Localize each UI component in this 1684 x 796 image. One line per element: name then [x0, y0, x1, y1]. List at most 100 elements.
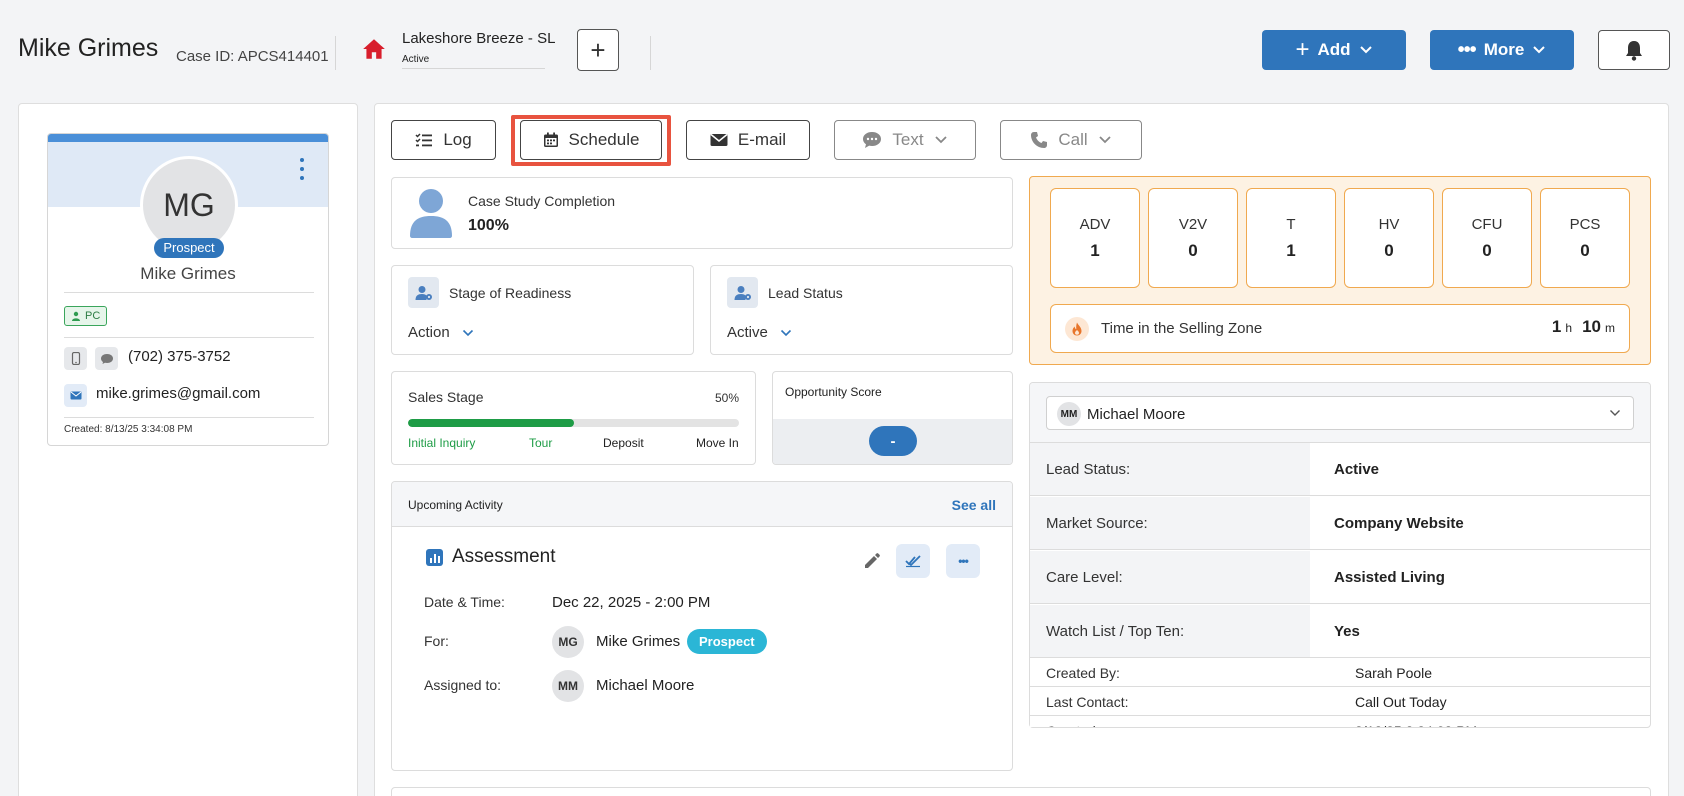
detail-row-lead-status: Lead Status: Active [1030, 443, 1650, 496]
prospect-badge: Prospect [140, 238, 238, 258]
stat-adv[interactable]: ADV 1 [1050, 188, 1140, 288]
chevron-down-icon [780, 329, 791, 336]
stat-label: HV [1378, 216, 1400, 233]
notifications-button[interactable] [1598, 30, 1670, 70]
person-settings-icon [727, 277, 758, 308]
assigned-to-label: Assigned to: [424, 677, 502, 693]
assigned-name[interactable]: Michael Moore [596, 677, 695, 694]
see-all-link[interactable]: See all [951, 497, 996, 513]
opportunity-score-value[interactable]: - [869, 426, 917, 456]
detail-key: Market Source: [1030, 497, 1310, 549]
assignee-select[interactable]: MM Michael Moore [1046, 396, 1634, 430]
upcoming-activity-title: Upcoming Activity [408, 498, 503, 512]
stat-value: 0 [1580, 241, 1590, 260]
text-button[interactable]: Text [834, 120, 976, 160]
detail-row-last-contact: Last Contact: Call Out Today [1030, 688, 1650, 716]
complete-activity-button[interactable] [896, 544, 930, 578]
call-button[interactable]: Call [1000, 120, 1142, 160]
case-id: Case ID: APCS414401 [176, 48, 329, 65]
schedule-label: Schedule [568, 130, 640, 149]
stat-pcs[interactable]: PCS 0 [1540, 188, 1630, 288]
stat-cfu[interactable]: CFU 0 [1442, 188, 1532, 288]
case-study-label: Case Study Completion [468, 193, 616, 209]
stat-label: V2V [1178, 216, 1208, 233]
divider [335, 36, 336, 70]
created-date: Created: 8/13/25 3:34:08 PM [64, 424, 193, 435]
profile-card: MG Prospect Mike Grimes PC (702) 375-375… [47, 133, 329, 446]
email-button[interactable]: E-mail [686, 120, 810, 160]
add-community-button[interactable]: + [577, 29, 619, 71]
call-label: Call [1058, 130, 1088, 149]
pc-tag[interactable]: PC [64, 306, 108, 326]
schedule-button[interactable]: Schedule [520, 120, 662, 160]
detail-value: Yes [1334, 622, 1360, 640]
selling-zone-time: 1 h 10 m [1552, 317, 1615, 337]
calendar-icon [543, 132, 558, 147]
sales-stage-card: Sales Stage 50% Initial Inquiry Tour Dep… [391, 371, 756, 465]
lead-status-select[interactable]: Active [727, 324, 792, 341]
detail-row-care-level: Care Level: Assisted Living [1030, 551, 1650, 604]
detail-value: Sarah Poole [1355, 664, 1433, 681]
detail-row-created-by: Created By: Sarah Poole [1030, 659, 1650, 687]
pencil-icon[interactable] [863, 552, 881, 570]
avatar: MM [1057, 402, 1081, 426]
log-button[interactable]: Log [391, 120, 496, 160]
ellipsis-icon: ••• [1457, 39, 1477, 61]
selling-zone-bar: Time in the Selling Zone 1 h 10 m [1050, 304, 1630, 353]
lead-status-label: Lead Status [768, 285, 843, 301]
stat-v2v[interactable]: V2V 0 [1148, 188, 1238, 288]
for-name[interactable]: Mike Grimes [596, 633, 681, 650]
bottom-card [391, 787, 1651, 796]
stat-label: CFU [1471, 216, 1503, 233]
add-button[interactable]: + Add [1262, 30, 1406, 70]
prospect-badge: Prospect [687, 629, 767, 654]
opportunity-score-card: Opportunity Score - [772, 371, 1013, 465]
community-name[interactable]: Lakeshore Breeze - SL [402, 30, 556, 47]
detail-value: Call Out Today [1355, 693, 1447, 710]
selling-zone-minutes: 10 [1582, 317, 1601, 336]
sales-stage-progress-track [408, 419, 739, 427]
chat-bubble-icon [863, 132, 882, 148]
detail-key: Care Level: [1030, 551, 1310, 603]
detail-key: Lead Status: [1030, 443, 1310, 495]
pc-tag-label: PC [85, 310, 101, 322]
chevron-down-icon [1533, 46, 1546, 54]
opportunity-score-label: Opportunity Score [785, 385, 882, 399]
selling-zone-label: Time in the Selling Zone [1101, 320, 1263, 337]
selling-zone-hours: 1 [1551, 317, 1562, 336]
page-header: Mike Grimes Case ID: APCS414401 Lakeshor… [0, 0, 1684, 100]
email-icon[interactable] [64, 384, 87, 407]
detail-row-watch-list: Watch List / Top Ten: Yes [1030, 605, 1650, 658]
stat-label: PCS [1569, 216, 1601, 233]
chevron-down-icon [934, 136, 947, 144]
envelope-icon [710, 133, 728, 146]
activity-more-button[interactable]: ••• [946, 544, 980, 578]
mobile-phone-icon[interactable] [64, 347, 87, 370]
more-button[interactable]: ••• More [1430, 30, 1574, 70]
assignee-name: Michael Moore [1087, 406, 1186, 423]
chevron-down-icon [1099, 136, 1111, 144]
stage-of-readiness-select[interactable]: Action [408, 324, 474, 341]
detail-key: Created By: [1030, 659, 1310, 686]
stage-initial-inquiry: Initial Inquiry [408, 436, 476, 450]
email-address[interactable]: mike.grimes@gmail.com [96, 385, 261, 402]
add-label: Add [1317, 40, 1351, 59]
phone-number[interactable]: (702) 375-3752 [128, 348, 231, 365]
sales-stage-percent: 50% [715, 391, 740, 405]
sales-stage-label: Sales Stage [408, 389, 484, 405]
stat-hv[interactable]: HV 0 [1344, 188, 1434, 288]
email-label: E-mail [737, 130, 787, 149]
kebab-menu-icon[interactable] [296, 158, 308, 180]
chat-icon[interactable] [95, 347, 118, 370]
avatar: MG [552, 626, 584, 658]
detail-key: Watch List / Top Ten: [1030, 605, 1310, 657]
detail-row-market-source: Market Source: Company Website [1030, 497, 1650, 550]
stage-tour: Tour [529, 436, 553, 450]
stage-deposit: Deposit [603, 436, 644, 450]
stat-value: 0 [1384, 241, 1394, 260]
stat-label: T [1286, 216, 1296, 233]
date-time-value: Dec 22, 2025 - 2:00 PM [552, 594, 711, 611]
prospect-badge-label: Prospect [154, 238, 224, 258]
home-icon [363, 39, 385, 59]
